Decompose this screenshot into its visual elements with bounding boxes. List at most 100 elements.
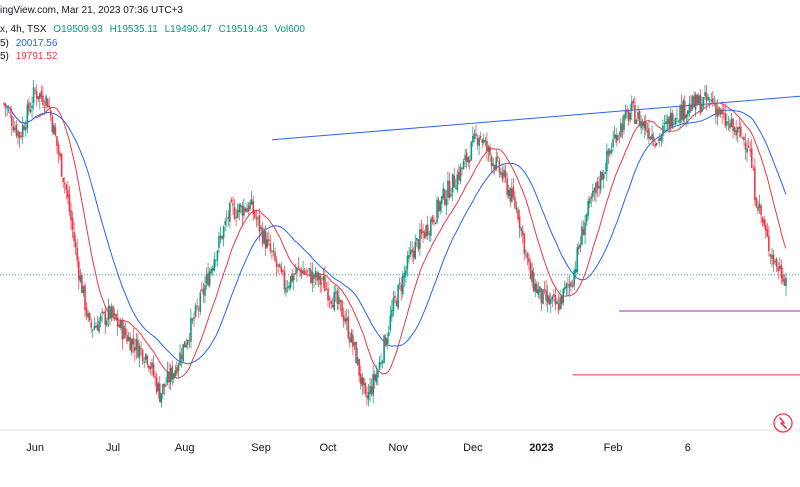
candle-body	[768, 236, 770, 252]
candle-body	[249, 201, 251, 210]
candle-body	[239, 205, 242, 208]
candle-body	[436, 199, 438, 223]
candle-body	[459, 166, 462, 182]
candle-body	[719, 109, 722, 115]
candle-body	[400, 284, 403, 292]
candle-body	[244, 208, 247, 211]
candle-body	[780, 264, 783, 278]
candle-body	[59, 153, 61, 157]
candle-body	[68, 194, 71, 212]
candle-body	[478, 137, 480, 146]
candle-body	[345, 318, 348, 321]
candle-body	[613, 134, 616, 139]
candle-body	[758, 203, 761, 209]
candle-body	[43, 106, 46, 109]
candle-body	[707, 97, 709, 100]
candle-body	[423, 232, 426, 239]
candle-body	[403, 272, 406, 278]
candle-body	[322, 276, 325, 281]
candle-body	[91, 329, 94, 331]
candle-body	[216, 250, 219, 261]
candle-body	[98, 320, 100, 332]
candle-body	[546, 294, 549, 303]
candle-body	[196, 306, 198, 308]
resistance-trendline	[271, 95, 800, 141]
candle-body	[353, 342, 356, 346]
candle-body	[163, 383, 166, 388]
candle-body	[291, 273, 293, 282]
candle-body	[314, 271, 317, 278]
candle-body	[447, 180, 449, 198]
candle-body	[73, 232, 75, 242]
candle-body	[543, 289, 546, 291]
candle-body	[705, 92, 708, 102]
tradingview-logo-icon[interactable]	[773, 413, 793, 433]
candle-body	[697, 95, 700, 104]
candle-body	[620, 122, 622, 137]
legend-ma-slow[interactable]: 5) 20017.56	[0, 38, 61, 50]
candle-body	[168, 371, 170, 383]
candle-body	[79, 275, 82, 282]
candle-body	[155, 377, 158, 393]
candle-body	[280, 267, 283, 272]
candle-body	[655, 143, 658, 146]
candle-body	[535, 283, 538, 294]
candle-body	[45, 96, 47, 106]
candle-body	[65, 184, 68, 191]
candle-body	[596, 181, 599, 189]
candle-body	[297, 266, 300, 268]
candle-body	[744, 142, 747, 150]
candle-body	[598, 185, 600, 189]
candle-body	[651, 134, 653, 140]
candle-body	[84, 285, 86, 310]
candle-body	[559, 297, 561, 309]
candle-body	[62, 177, 64, 182]
candle-body	[34, 90, 36, 92]
candle-body	[696, 94, 699, 106]
candle-body	[208, 271, 211, 286]
candle-body	[95, 325, 97, 328]
candle-body	[777, 267, 780, 272]
candle-body	[593, 188, 596, 193]
candle-body	[15, 124, 18, 136]
candle-body	[85, 307, 88, 316]
candle-body	[419, 229, 421, 249]
candle-body	[542, 289, 544, 304]
candle-body	[497, 156, 499, 159]
candle-body	[512, 186, 515, 198]
candle-body	[648, 128, 650, 139]
candle-body	[126, 335, 128, 342]
candle-body	[283, 271, 286, 290]
candle-body	[107, 306, 110, 321]
candle-body	[352, 335, 354, 348]
candle-body	[222, 226, 225, 239]
candle-body	[747, 146, 750, 148]
candle-body	[361, 377, 364, 387]
candle-body	[520, 227, 522, 231]
candle-body	[29, 109, 32, 113]
candle-body	[39, 93, 41, 100]
candle-body	[113, 313, 116, 316]
candle-body	[121, 321, 124, 340]
candle-body	[727, 121, 730, 123]
candle-body	[82, 285, 85, 293]
candle-body	[721, 109, 723, 114]
candle-body	[610, 149, 613, 154]
candle-body	[102, 312, 105, 313]
candle-body	[701, 105, 703, 112]
candle-body	[521, 230, 524, 236]
legend-ma-fast[interactable]: 5) 19791.52	[0, 51, 61, 63]
candle-body	[183, 341, 186, 348]
candle-body	[523, 233, 526, 254]
candle-body	[96, 324, 99, 331]
candle-body	[395, 300, 398, 307]
candle-body	[263, 230, 265, 244]
candle-body	[704, 92, 706, 96]
candle-body	[274, 252, 276, 261]
candle-body	[426, 224, 429, 236]
candle-body	[118, 324, 121, 328]
candle-body	[662, 125, 664, 136]
candle-body	[141, 349, 144, 362]
candle-body	[162, 383, 164, 395]
